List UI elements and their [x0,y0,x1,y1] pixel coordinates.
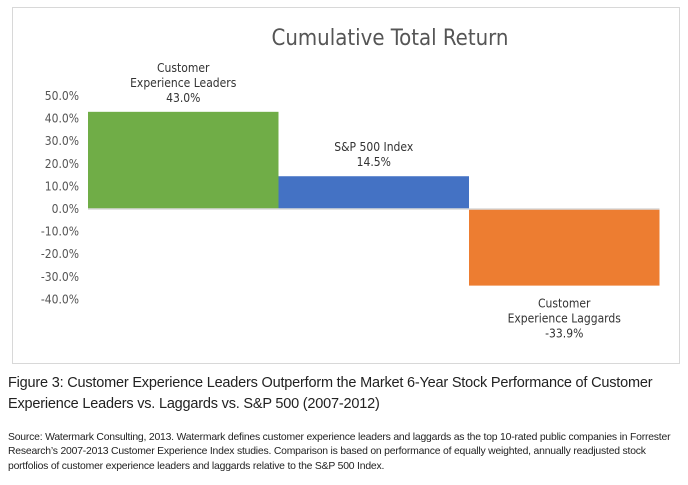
bar [88,111,279,209]
figure-caption: Figure 3: Customer Experience Leaders Ou… [8,375,653,412]
chart-frame [12,7,680,364]
data-label: 43.0% [166,91,200,105]
bar-chart: Cumulative Total Return 50.0% 40.0% 30.0% 20… [41,26,660,341]
source-note: Source: Watermark Consulting, 2013. Wate… [8,432,671,472]
y-tick-label: 30.0% [45,134,79,148]
category-label: S&P 500 Index [334,140,414,154]
category-label: Experience Leaders [130,76,237,90]
y-tick-label: -30.0% [41,270,79,284]
category-label: Experience Laggards [508,312,622,326]
y-tick-label: 10.0% [45,179,79,193]
y-tick-label: -20.0% [41,247,79,261]
category-label: Customer [157,61,210,75]
y-tick-label: 0.0% [52,202,79,216]
y-tick-label: -40.0% [41,292,79,306]
bar [469,209,660,286]
chart-title: Cumulative Total Return [272,26,509,51]
data-label: 14.5% [357,155,391,169]
y-tick-label: 40.0% [45,112,79,126]
bar [278,176,469,209]
data-label: -33.9% [545,327,583,341]
category-label: Customer [538,297,591,311]
y-tick-label: -10.0% [41,225,79,239]
y-tick-label: 20.0% [45,157,79,171]
y-tick-label: 50.0% [45,89,79,103]
